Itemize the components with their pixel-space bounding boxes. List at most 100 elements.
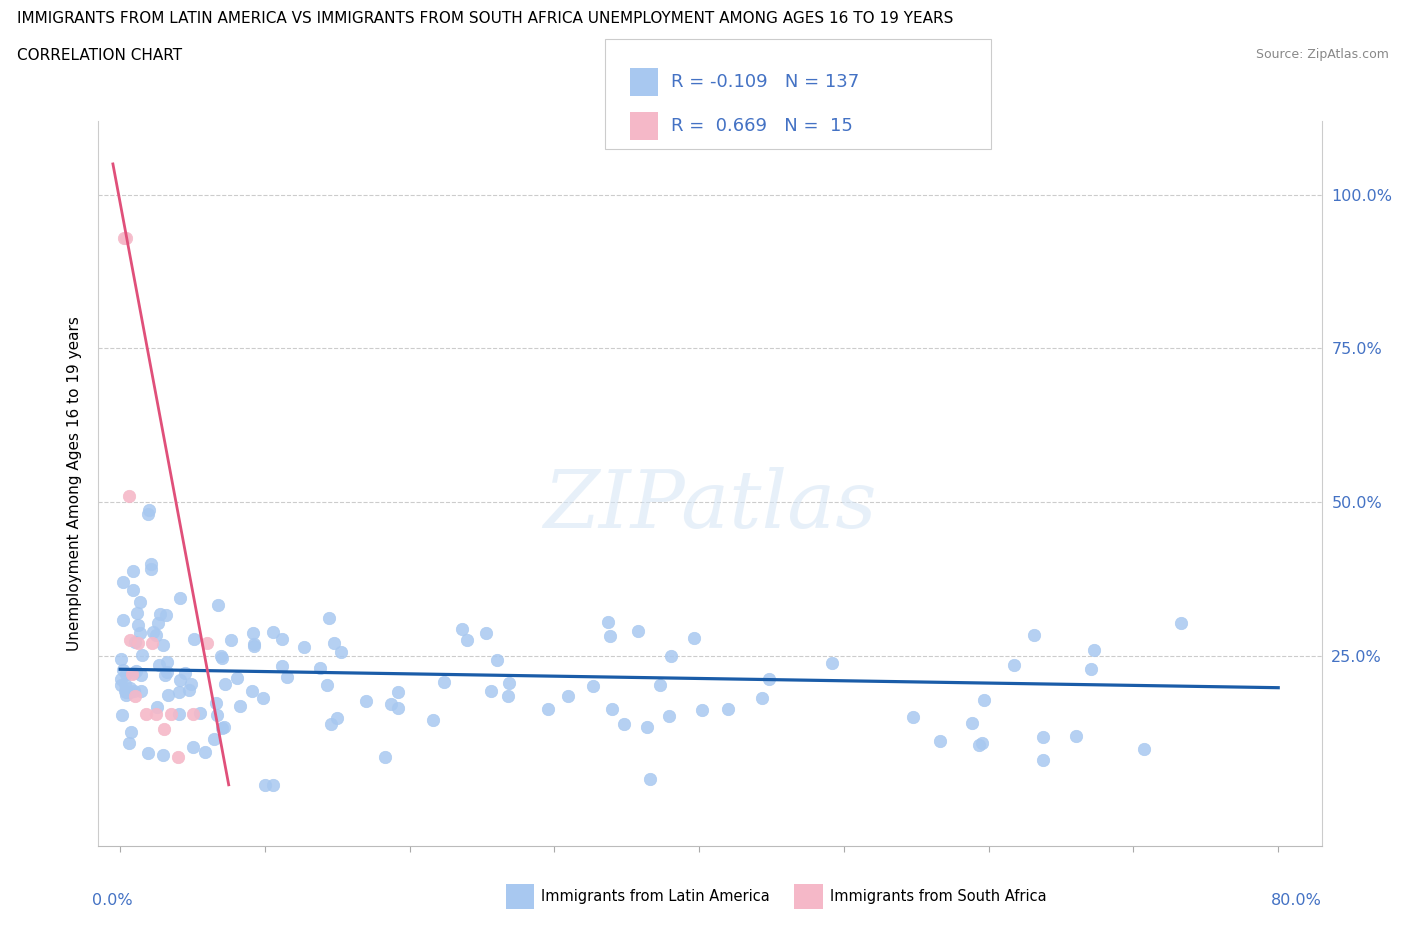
Y-axis label: Unemployment Among Ages 16 to 19 years: Unemployment Among Ages 16 to 19 years <box>66 316 82 651</box>
Point <box>122 583 145 598</box>
Point <box>167 750 190 764</box>
Point <box>127 636 149 651</box>
Point <box>121 667 143 682</box>
Text: R =  0.669   N =  15: R = 0.669 N = 15 <box>671 117 852 135</box>
Point <box>321 716 343 731</box>
Text: Immigrants from Latin America: Immigrants from Latin America <box>541 889 770 904</box>
Point <box>209 648 232 663</box>
Point <box>451 621 474 636</box>
Point <box>139 557 162 572</box>
Point <box>139 561 162 576</box>
Point <box>292 639 315 654</box>
Point <box>326 711 349 725</box>
Point <box>254 777 277 792</box>
Point <box>135 707 157 722</box>
Point <box>124 688 146 703</box>
Point <box>129 594 152 609</box>
Text: ZIPatlas: ZIPatlas <box>543 467 877 544</box>
Point <box>120 633 142 648</box>
Point <box>456 632 478 647</box>
Point <box>202 732 225 747</box>
Point <box>124 634 146 649</box>
Point <box>214 677 236 692</box>
Point <box>318 610 340 625</box>
Point <box>145 628 167 643</box>
Point <box>252 691 274 706</box>
Point <box>114 684 136 698</box>
Point <box>155 667 177 682</box>
Point <box>129 684 152 698</box>
Point <box>211 651 233 666</box>
Point <box>181 707 204 722</box>
Point <box>118 736 141 751</box>
Point <box>690 702 713 717</box>
Point <box>242 626 264 641</box>
Point <box>433 674 456 689</box>
Point <box>111 708 134 723</box>
Point <box>188 706 211 721</box>
Point <box>181 739 204 754</box>
Point <box>929 734 952 749</box>
Point <box>114 667 136 682</box>
Point <box>159 707 181 722</box>
Point <box>486 652 509 667</box>
Point <box>146 699 169 714</box>
Point <box>599 629 621 644</box>
Point <box>226 671 249 685</box>
Point <box>114 231 136 246</box>
Point <box>131 647 153 662</box>
Point <box>114 677 136 692</box>
Point <box>557 688 579 703</box>
Point <box>145 707 167 722</box>
Point <box>152 722 174 737</box>
Point <box>146 616 169 631</box>
Point <box>219 632 242 647</box>
Point <box>596 615 619 630</box>
Point <box>903 710 925 724</box>
Text: Source: ZipAtlas.com: Source: ZipAtlas.com <box>1256 48 1389 61</box>
Point <box>1022 628 1045 643</box>
Point <box>211 720 233 735</box>
Point <box>118 680 141 695</box>
Point <box>537 701 560 716</box>
Point <box>112 574 135 589</box>
Point <box>156 654 179 669</box>
Point <box>207 598 229 613</box>
Text: 80.0%: 80.0% <box>1271 894 1322 909</box>
Point <box>207 708 229 723</box>
Point <box>374 750 396 764</box>
Point <box>148 658 170 673</box>
Point <box>129 668 152 683</box>
Point <box>658 709 681 724</box>
Point <box>169 672 191 687</box>
Point <box>115 231 138 246</box>
Point <box>180 676 202 691</box>
Point <box>271 631 294 646</box>
Point <box>354 694 377 709</box>
Point <box>156 665 179 680</box>
Point <box>481 684 503 698</box>
Point <box>973 693 995 708</box>
Point <box>1066 729 1088 744</box>
Point <box>638 772 661 787</box>
Point <box>195 636 218 651</box>
Text: 0.0%: 0.0% <box>93 894 134 909</box>
Point <box>648 677 671 692</box>
Point <box>271 658 294 673</box>
Point <box>136 745 159 760</box>
Point <box>1032 752 1054 767</box>
Point <box>115 687 138 702</box>
Point <box>967 737 990 752</box>
Point <box>149 606 172 621</box>
Point <box>387 684 409 699</box>
Point <box>970 736 993 751</box>
Point <box>243 639 266 654</box>
Point <box>110 671 132 686</box>
Point <box>110 677 132 692</box>
Point <box>309 660 332 675</box>
Point <box>118 488 141 503</box>
Point <box>122 665 145 680</box>
Point <box>262 777 284 792</box>
Point <box>142 624 165 639</box>
Point <box>141 636 163 651</box>
